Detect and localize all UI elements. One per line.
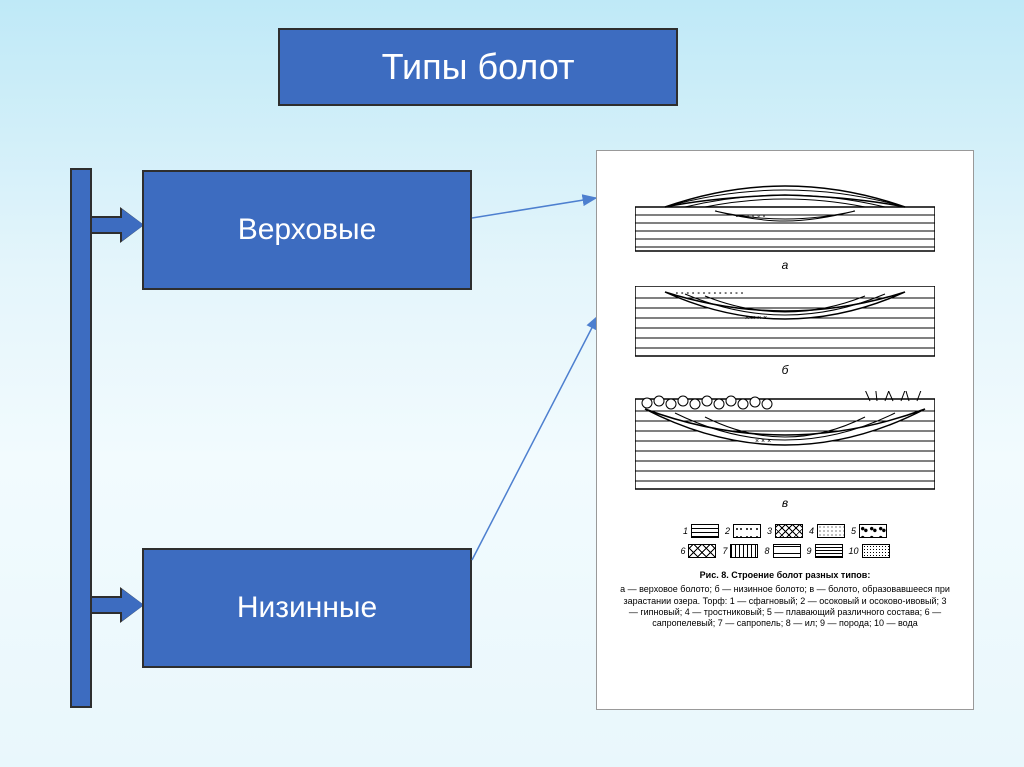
legend-row-1: 1 2 3 4 5 xyxy=(615,524,955,538)
legend-number: 6 xyxy=(680,546,685,556)
svg-text:∘ ∘ ∘ ∘ ∘ ∘: ∘ ∘ ∘ ∘ ∘ ∘ xyxy=(735,214,766,220)
legend-number: 4 xyxy=(809,526,814,536)
legend-swatch xyxy=(817,524,845,538)
legend-number: 9 xyxy=(807,546,812,556)
title-text: Типы болот xyxy=(382,46,575,88)
legend-number: 1 xyxy=(683,526,688,536)
legend-number: 3 xyxy=(767,526,772,536)
connector-upper xyxy=(92,216,124,234)
legend-number: 2 xyxy=(725,526,730,536)
cross-section-v: × × × в xyxy=(635,391,935,510)
title-box: Типы болот xyxy=(278,28,678,106)
legend-number: 5 xyxy=(851,526,856,536)
legend-number: 7 xyxy=(722,546,727,556)
caption-title: Рис. 8. Строение болот разных типов: xyxy=(700,570,871,580)
branch-box-lower: Низинные xyxy=(142,548,472,668)
section-label-b: б xyxy=(635,363,935,377)
legend-swatch xyxy=(688,544,716,558)
legend-swatch xyxy=(733,524,761,538)
legend-row-2: 6 7 8 9 10 xyxy=(615,544,955,558)
legend-number: 8 xyxy=(764,546,769,556)
cross-section-b: × × × × ∘ ∘ ∘ ∘ ∘ ∘ ∘ ∘ ∘ ∘ ∘ ∘ ∘ б xyxy=(635,286,935,377)
section-label-a: а xyxy=(635,258,935,272)
legend-swatch xyxy=(815,544,843,558)
svg-text:× × × ×: × × × × xyxy=(745,315,767,322)
figure-panel: ∘ ∘ ∘ ∘ ∘ ∘ а × × × × ∘ ∘ ∘ ∘ ∘ ∘ ∘ ∘ ∘ … xyxy=(596,150,974,710)
caption-body: а — верховое болото; б — низинное болото… xyxy=(619,584,951,629)
arrowhead-lower xyxy=(122,589,144,621)
connector-lower xyxy=(92,596,124,614)
svg-text:∘ ∘ ∘ ∘ ∘ ∘ ∘ ∘: ∘ ∘ ∘ ∘ ∘ ∘ ∘ ∘ ∘ ∘ ∘ ∘ ∘ xyxy=(675,291,744,297)
branch-label-upper: Верховые xyxy=(238,213,377,247)
figure-legend: 1 2 3 4 5 6 7 8 9 10 xyxy=(615,524,955,558)
legend-swatch xyxy=(862,544,890,558)
branch-box-upper: Верховые xyxy=(142,170,472,290)
legend-swatch xyxy=(730,544,758,558)
legend-number: 10 xyxy=(849,546,859,556)
section-label-v: в xyxy=(635,496,935,510)
branch-label-lower: Низинные xyxy=(237,591,377,625)
arrowhead-upper xyxy=(122,209,144,241)
cross-section-a: ∘ ∘ ∘ ∘ ∘ ∘ а xyxy=(635,173,935,272)
legend-swatch xyxy=(859,524,887,538)
svg-text:× × ×: × × × xyxy=(755,438,771,445)
legend-swatch xyxy=(775,524,803,538)
legend-swatch xyxy=(691,524,719,538)
diagram-spine xyxy=(70,168,92,708)
legend-swatch xyxy=(773,544,801,558)
figure-caption: Рис. 8. Строение болот разных типов: а —… xyxy=(615,570,955,629)
